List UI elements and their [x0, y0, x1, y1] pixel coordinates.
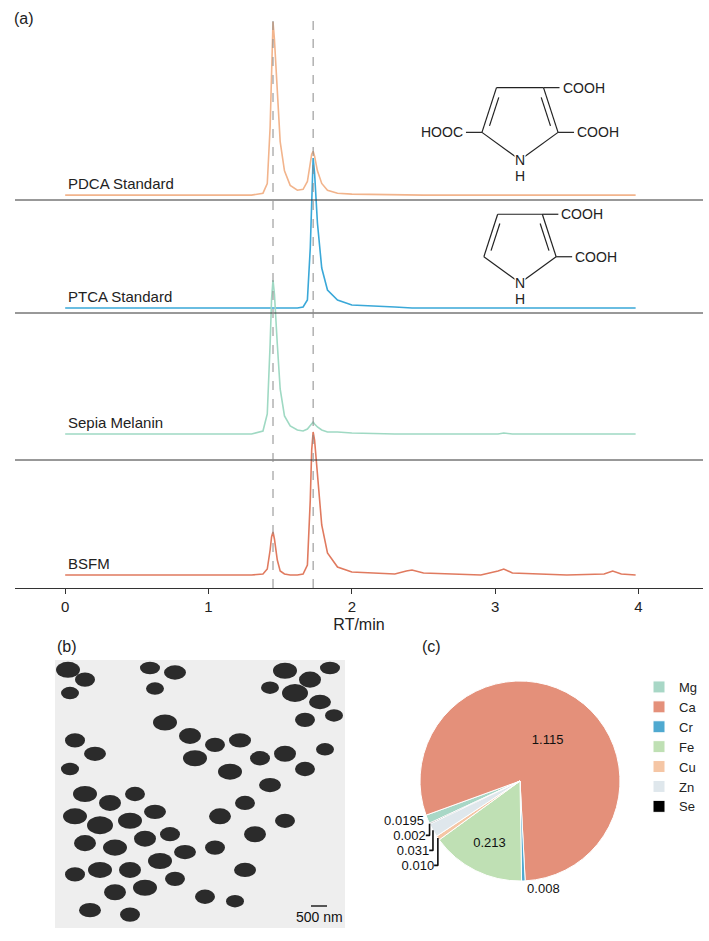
svg-text:H: H	[515, 291, 525, 307]
svg-text:Cu: Cu	[679, 760, 696, 775]
svg-text:(b): (b)	[57, 638, 77, 655]
svg-text:0.213: 0.213	[473, 835, 506, 850]
svg-text:Zn: Zn	[679, 780, 694, 795]
svg-text:0.002: 0.002	[393, 828, 426, 843]
svg-text:2: 2	[348, 598, 356, 615]
svg-text:H: H	[515, 168, 525, 184]
svg-text:PTCA Standard: PTCA Standard	[68, 288, 172, 305]
svg-text:0.0195: 0.0195	[384, 813, 424, 828]
svg-text:Cr: Cr	[679, 720, 693, 735]
svg-text:500 nm: 500 nm	[296, 909, 343, 925]
svg-text:COOH: COOH	[577, 124, 619, 140]
svg-text:Mg: Mg	[679, 680, 697, 695]
svg-text:Sepia Melanin: Sepia Melanin	[68, 414, 163, 431]
svg-text:Se: Se	[679, 799, 695, 814]
svg-text:3: 3	[491, 598, 499, 615]
svg-text:N: N	[515, 275, 525, 291]
svg-text:RT/min: RT/min	[333, 616, 384, 633]
svg-text:PDCA Standard: PDCA Standard	[68, 175, 174, 192]
svg-text:0.031: 0.031	[397, 843, 430, 858]
svg-text:(a): (a)	[14, 10, 34, 27]
svg-text:HOOC: HOOC	[421, 124, 463, 140]
svg-text:0.008: 0.008	[527, 881, 560, 896]
svg-text:(c): (c)	[422, 638, 441, 655]
svg-text:Ca: Ca	[679, 700, 696, 715]
svg-text:N: N	[515, 152, 525, 168]
svg-text:Fe: Fe	[679, 740, 694, 755]
svg-text:1.115: 1.115	[532, 732, 564, 747]
svg-text:COOH: COOH	[563, 80, 605, 96]
svg-text:0: 0	[61, 598, 69, 615]
svg-text:1: 1	[204, 598, 212, 615]
svg-text:4: 4	[634, 598, 642, 615]
svg-text:BSFM: BSFM	[68, 555, 110, 572]
svg-text:COOH: COOH	[561, 206, 603, 222]
svg-text:0.010: 0.010	[402, 858, 435, 873]
svg-text:COOH: COOH	[575, 249, 617, 265]
